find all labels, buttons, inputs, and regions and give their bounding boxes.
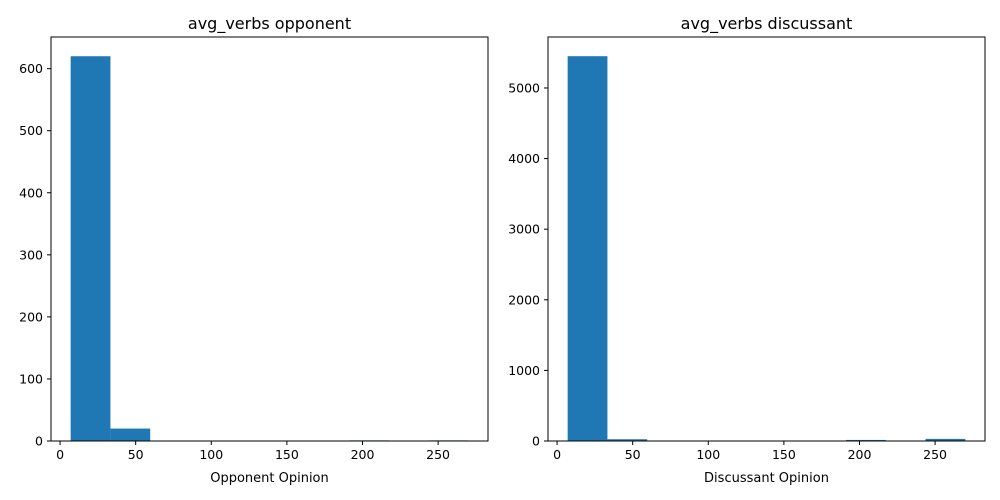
histogram-bar	[567, 56, 608, 442]
y-tick-label: 0	[532, 434, 540, 449]
bar-group	[70, 56, 469, 442]
x-tick-label: 200	[351, 447, 375, 462]
y-axis-ticks: 0 100 200 300 400 500 600	[19, 61, 51, 449]
histogram-bar	[110, 428, 151, 441]
bar-group	[567, 56, 966, 442]
x-tick-label: 100	[696, 447, 720, 462]
x-axis-ticks: 0 50 100 150 200 250	[553, 441, 947, 462]
y-tick-label: 400	[19, 185, 43, 200]
x-tick-label: 200	[848, 447, 872, 462]
x-tick-label: 250	[426, 447, 450, 462]
y-tick-label: 600	[19, 61, 43, 76]
y-tick-label: 500	[19, 123, 43, 138]
y-axis-ticks: 0 1000 2000 3000 4000 5000	[508, 80, 548, 449]
histogram-bar	[607, 439, 648, 441]
opponent-histogram-panel: avg_verbs opponent 0 50 100 150 200 250 0 100 2…	[19, 14, 489, 486]
x-tick-label: 100	[199, 447, 223, 462]
axes-frame	[50, 36, 489, 442]
x-tick-label: 0	[56, 447, 64, 462]
x-tick-label: 150	[772, 447, 796, 462]
histogram-bar	[70, 56, 111, 441]
chart-title: avg_verbs discussant	[681, 14, 853, 34]
discussant-histogram-panel: avg_verbs discussant 0 50 100 150 200 250 0 10…	[508, 14, 986, 486]
axes-frame	[547, 36, 986, 442]
x-axis-ticks: 0 50 100 150 200 250	[56, 441, 450, 462]
y-tick-label: 0	[35, 434, 43, 449]
y-tick-label: 100	[19, 371, 43, 386]
y-tick-label: 2000	[508, 292, 540, 307]
y-tick-label: 300	[19, 247, 43, 262]
y-tick-label: 5000	[508, 80, 540, 95]
histogram-bar	[925, 438, 966, 441]
y-tick-label: 4000	[508, 151, 540, 166]
chart-title: avg_verbs opponent	[188, 14, 351, 34]
y-tick-label: 1000	[508, 363, 540, 378]
x-tick-label: 50	[128, 447, 144, 462]
y-tick-label: 200	[19, 309, 43, 324]
x-tick-label: 50	[625, 447, 641, 462]
x-tick-label: 0	[553, 447, 561, 462]
histogram-bar	[846, 439, 886, 441]
x-axis-label: Discussant Opinion	[704, 471, 829, 486]
y-tick-label: 3000	[508, 222, 540, 237]
x-tick-label: 150	[275, 447, 299, 462]
x-tick-label: 250	[923, 447, 947, 462]
x-axis-label: Opponent Opinion	[210, 471, 329, 486]
